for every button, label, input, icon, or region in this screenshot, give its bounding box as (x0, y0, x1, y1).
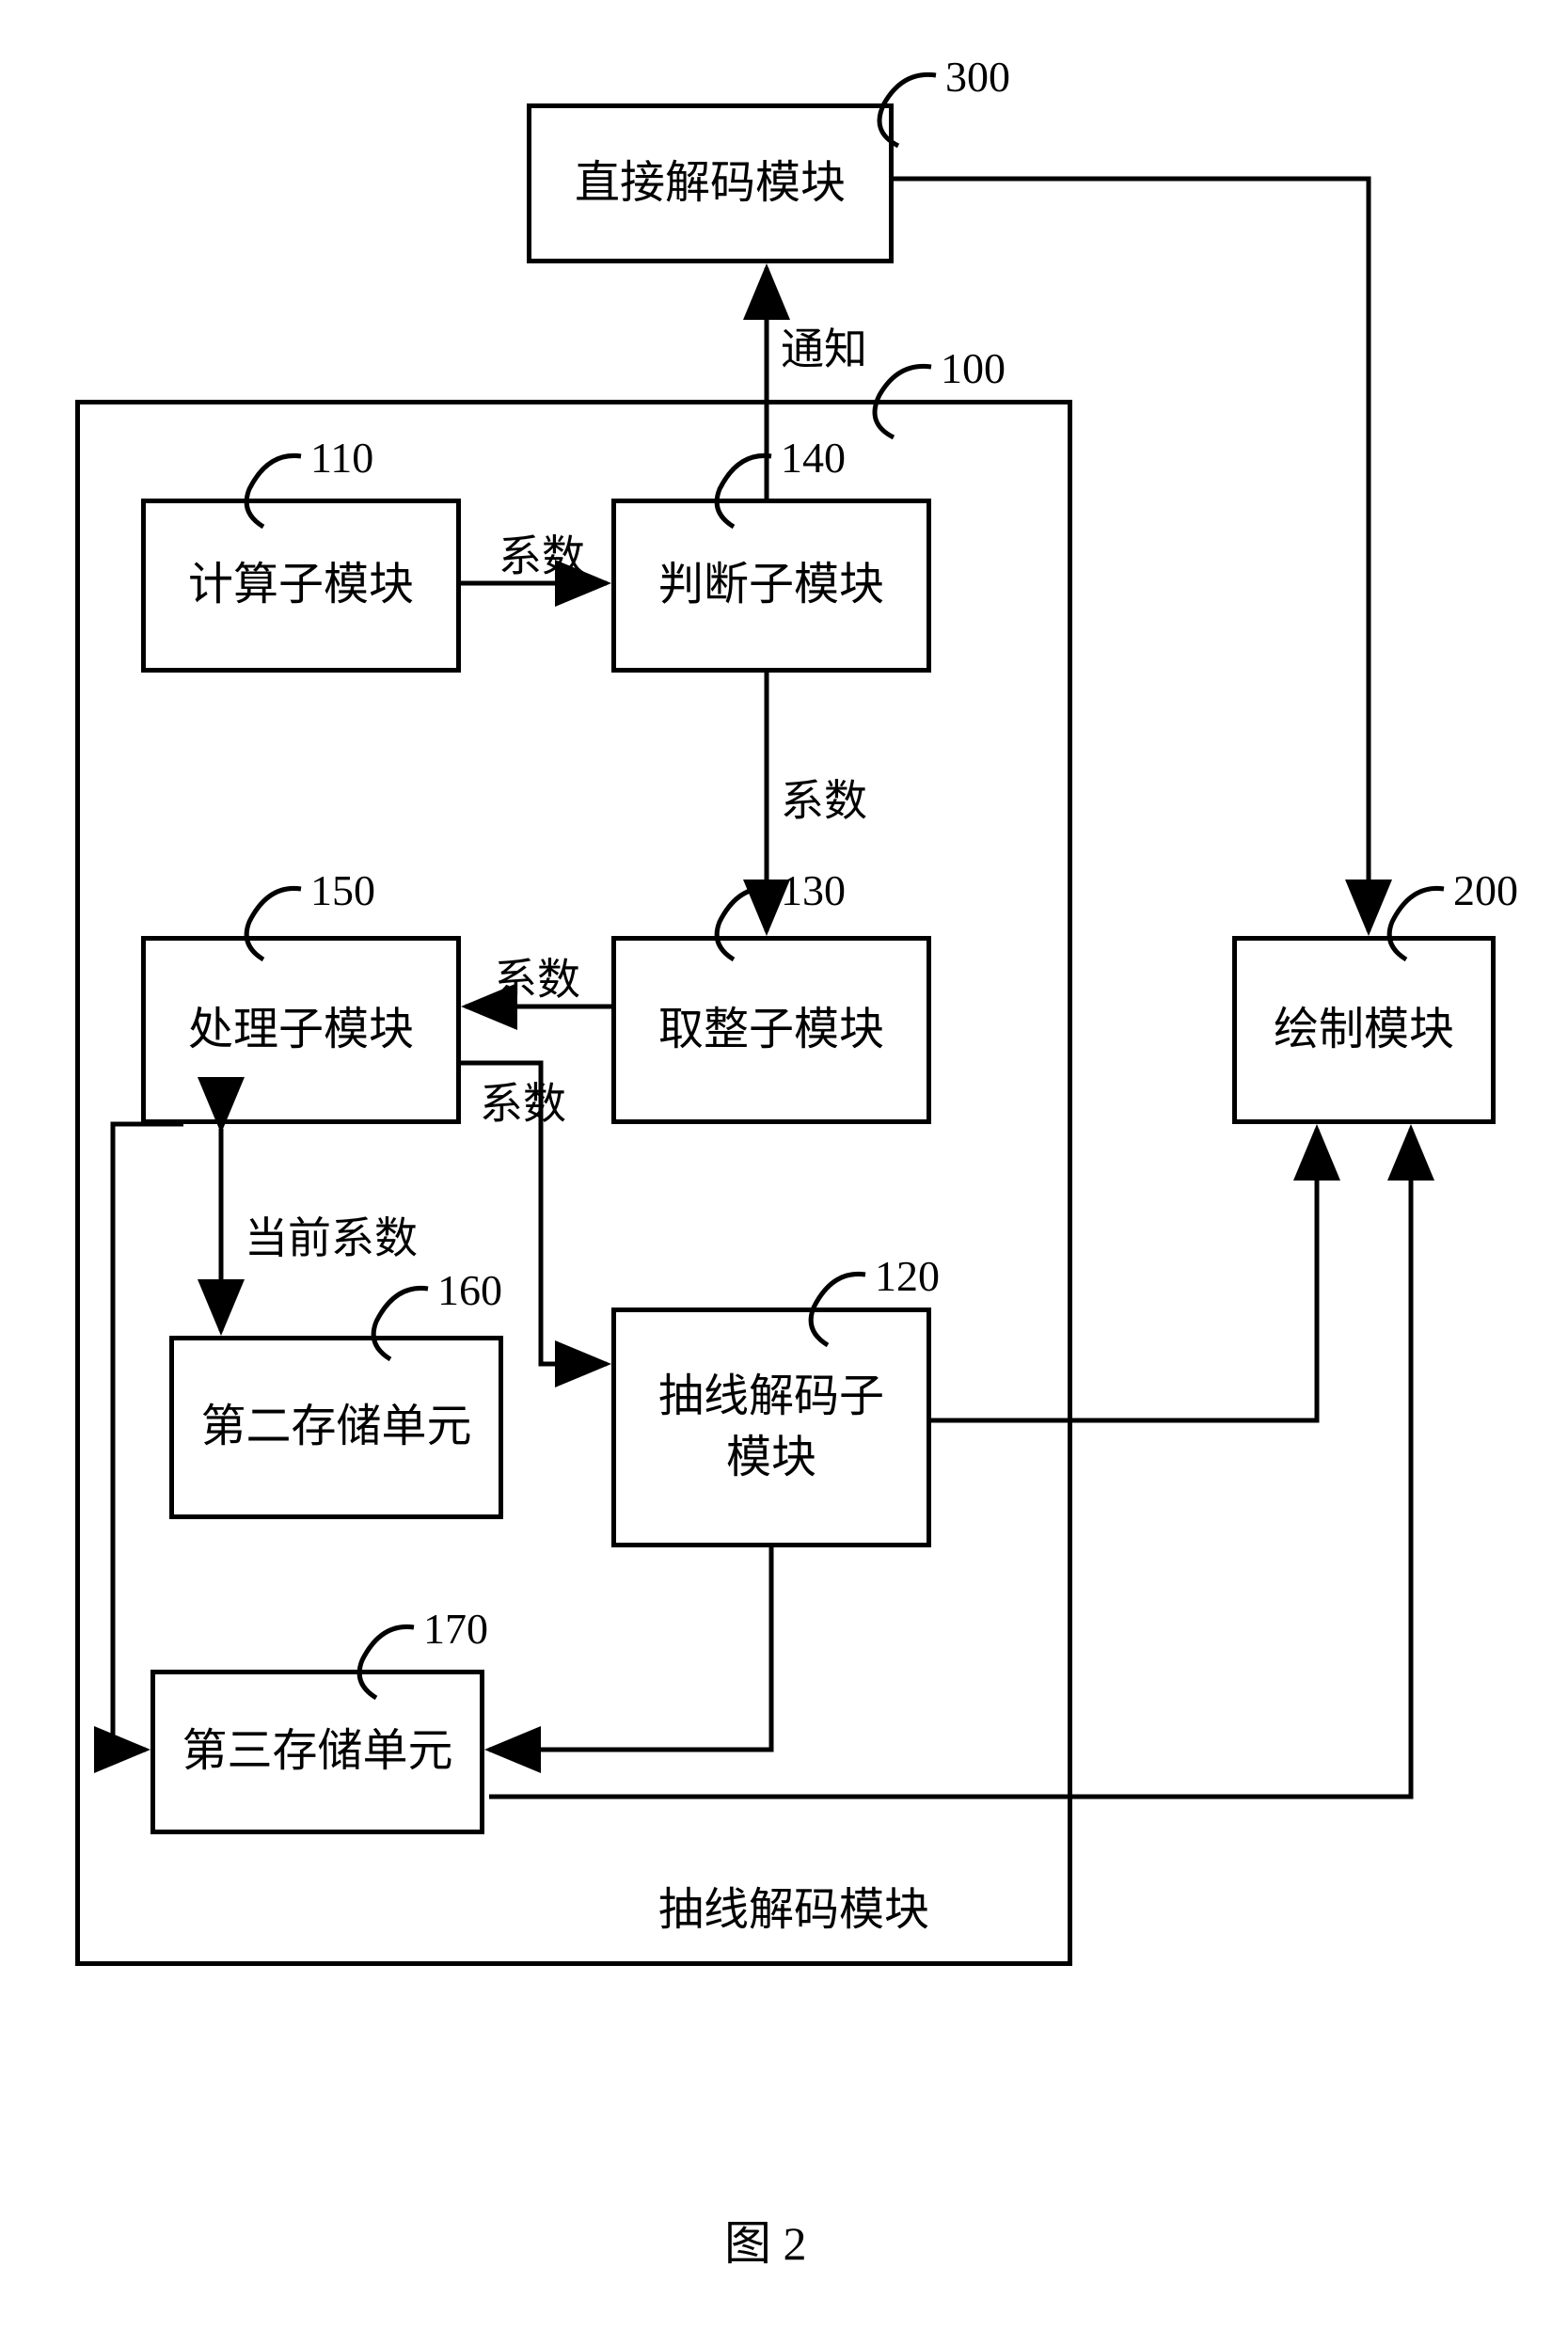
block-200: 绘制模块 (1232, 936, 1496, 1124)
edge-label-coeff-4: 系数 (480, 1070, 566, 1132)
block-130: 取整子模块 (611, 936, 931, 1124)
diagram-canvas: 抽线解码模块 直接解码模块 计算子模块 判断子模块 处理子模块 取整子模块 第二… (0, 0, 1568, 2330)
block-160-text: 第二存储单元 (200, 1397, 471, 1458)
callout-200: 200 (1453, 865, 1518, 915)
callout-160: 160 (437, 1265, 502, 1315)
block-150-text: 处理子模块 (188, 1000, 414, 1061)
block-170: 第三存储单元 (150, 1670, 484, 1834)
block-130-text: 取整子模块 (658, 1000, 884, 1061)
callout-120: 120 (875, 1251, 940, 1301)
block-160: 第二存储单元 (169, 1336, 503, 1519)
callout-100: 100 (941, 343, 1006, 393)
block-110-text: 计算子模块 (188, 555, 414, 616)
callout-170: 170 (423, 1604, 488, 1654)
edge-label-coeff-3: 系数 (494, 945, 580, 1007)
callout-150: 150 (310, 865, 375, 915)
container-100-label: 抽线解码模块 (658, 1872, 929, 1938)
block-200-text: 绘制模块 (1274, 1000, 1454, 1061)
block-110: 计算子模块 (141, 499, 461, 673)
block-150: 处理子模块 (141, 936, 461, 1124)
block-120: 抽线解码子 模块 (611, 1308, 931, 1547)
edge-label-coeff-1: 系数 (499, 522, 585, 584)
callout-110: 110 (310, 433, 373, 483)
block-140-text: 判断子模块 (658, 555, 884, 616)
block-140: 判断子模块 (611, 499, 931, 673)
block-170-text: 第三存储单元 (182, 1721, 452, 1783)
block-120-text: 抽线解码子 模块 (658, 1367, 884, 1489)
callout-300: 300 (945, 52, 1010, 102)
callout-130: 130 (781, 865, 846, 915)
figure-caption: 图 2 (724, 2206, 807, 2274)
block-300: 直接解码模块 (527, 103, 894, 263)
callout-140: 140 (781, 433, 846, 483)
edge-label-coeff-2: 系数 (781, 767, 867, 829)
edge-label-curr: 当前系数 (245, 1204, 418, 1266)
edge-label-notify: 通知 (781, 315, 867, 377)
block-300-text: 直接解码模块 (575, 153, 846, 214)
